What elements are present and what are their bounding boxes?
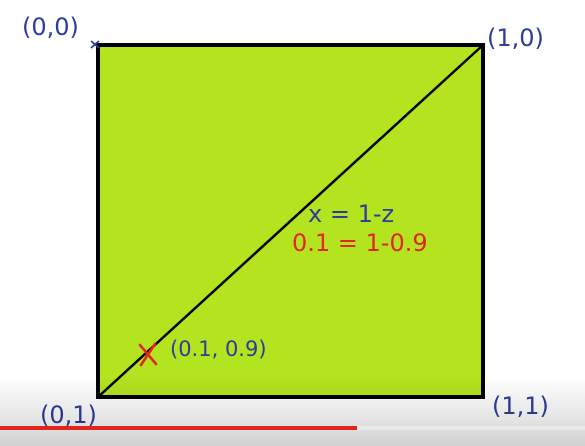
point-marker bbox=[138, 342, 158, 367]
equation-general: x = 1-z bbox=[308, 200, 394, 228]
label-bottom-left: (0,1) bbox=[40, 401, 97, 429]
label-bottom-right: (1,1) bbox=[492, 392, 549, 420]
label-top-left: (0,0) bbox=[22, 13, 79, 41]
label-point: (0.1, 0.9) bbox=[170, 337, 267, 361]
origin-mark bbox=[90, 40, 100, 49]
progress-bar[interactable] bbox=[0, 426, 585, 430]
player-controls-strip bbox=[0, 430, 585, 446]
diagonal-line bbox=[97, 44, 484, 398]
progress-played bbox=[0, 426, 357, 430]
label-top-right: (1,0) bbox=[487, 24, 544, 52]
equation-example: 0.1 = 1-0.9 bbox=[292, 229, 428, 257]
